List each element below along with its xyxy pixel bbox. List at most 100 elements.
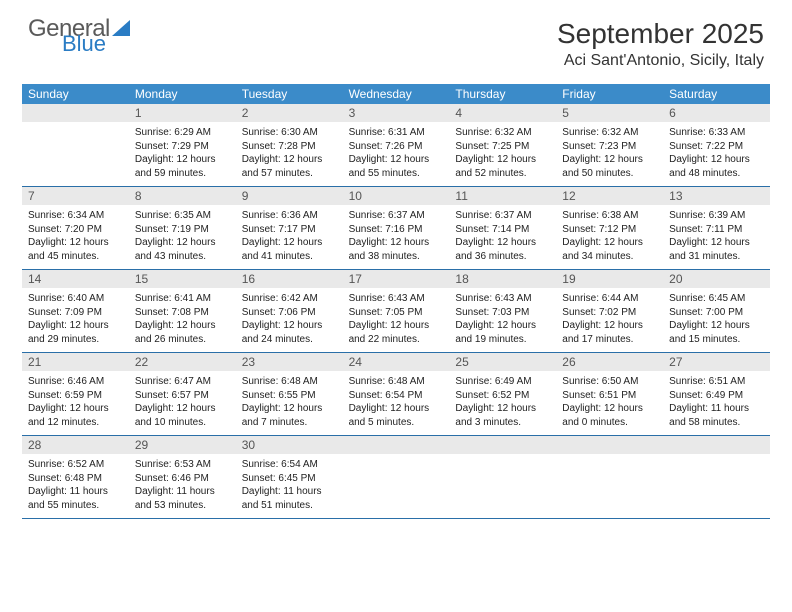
- day-cell: [663, 454, 770, 518]
- sunset-line: Sunset: 7:29 PM: [135, 140, 230, 154]
- day-number: 28: [22, 436, 129, 454]
- week-row: 123456 Sunrise: 6:29 AMSunset: 7:29 PM Day…: [22, 104, 770, 187]
- daylight-line: Daylight: 12 hours and 38 minutes.: [349, 236, 444, 263]
- daylight-line: Daylight: 12 hours and 41 minutes.: [242, 236, 337, 263]
- sunrise-line: Sunrise: 6:36 AM: [242, 209, 337, 223]
- sunrise-line: Sunrise: 6:41 AM: [135, 292, 230, 306]
- daylight-line: Daylight: 12 hours and 29 minutes.: [28, 319, 123, 346]
- sunrise-line: Sunrise: 6:33 AM: [669, 126, 764, 140]
- sunrise-line: Sunrise: 6:48 AM: [242, 375, 337, 389]
- day-cell: Sunrise: 6:48 AMSunset: 6:55 PMDaylight:…: [236, 371, 343, 435]
- daylight-line: Daylight: 12 hours and 34 minutes.: [562, 236, 657, 263]
- daylight-line: Daylight: 12 hours and 10 minutes.: [135, 402, 230, 429]
- daylight-line: Daylight: 12 hours and 7 minutes.: [242, 402, 337, 429]
- day-number: 1: [129, 104, 236, 122]
- sunrise-line: Sunrise: 6:31 AM: [349, 126, 444, 140]
- calendar: SundayMondayTuesdayWednesdayThursdayFrid…: [22, 84, 770, 519]
- day-number: 16: [236, 270, 343, 288]
- sunset-line: Sunset: 6:46 PM: [135, 472, 230, 486]
- day-number: 21: [22, 353, 129, 371]
- day-info-row: Sunrise: 6:40 AMSunset: 7:09 PMDaylight:…: [22, 288, 770, 352]
- day-info-row: Sunrise: 6:34 AMSunset: 7:20 PMDaylight:…: [22, 205, 770, 269]
- sunset-line: Sunset: 7:26 PM: [349, 140, 444, 154]
- daylight-line: Daylight: 12 hours and 5 minutes.: [349, 402, 444, 429]
- daylight-line: Daylight: 11 hours and 53 minutes.: [135, 485, 230, 512]
- daylight-line: Daylight: 11 hours and 58 minutes.: [669, 402, 764, 429]
- sunrise-line: Sunrise: 6:43 AM: [455, 292, 550, 306]
- sunrise-line: Sunrise: 6:43 AM: [349, 292, 444, 306]
- sunrise-line: Sunrise: 6:29 AM: [135, 126, 230, 140]
- daylight-line: Daylight: 12 hours and 55 minutes.: [349, 153, 444, 180]
- logo-text-blue: Blue: [62, 34, 130, 54]
- dow-cell: Friday: [556, 84, 663, 104]
- sunset-line: Sunset: 7:06 PM: [242, 306, 337, 320]
- sunrise-line: Sunrise: 6:37 AM: [349, 209, 444, 223]
- day-number: 10: [343, 187, 450, 205]
- day-number: 26: [556, 353, 663, 371]
- week-row: 21222324252627Sunrise: 6:46 AMSunset: 6:…: [22, 353, 770, 436]
- days-of-week-row: SundayMondayTuesdayWednesdayThursdayFrid…: [22, 84, 770, 104]
- daylight-line: Daylight: 12 hours and 52 minutes.: [455, 153, 550, 180]
- sunrise-line: Sunrise: 6:37 AM: [455, 209, 550, 223]
- day-cell: Sunrise: 6:41 AMSunset: 7:08 PMDaylight:…: [129, 288, 236, 352]
- sunrise-line: Sunrise: 6:35 AM: [135, 209, 230, 223]
- sunset-line: Sunset: 7:19 PM: [135, 223, 230, 237]
- sunset-line: Sunset: 6:51 PM: [562, 389, 657, 403]
- day-number-band-row: 123456: [22, 104, 770, 122]
- day-number: 11: [449, 187, 556, 205]
- day-cell: Sunrise: 6:33 AMSunset: 7:22 PMDaylight:…: [663, 122, 770, 186]
- day-number: 5: [556, 104, 663, 122]
- day-number: [663, 436, 770, 454]
- day-cell: Sunrise: 6:50 AMSunset: 6:51 PMDaylight:…: [556, 371, 663, 435]
- day-cell: Sunrise: 6:53 AMSunset: 6:46 PMDaylight:…: [129, 454, 236, 518]
- dow-cell: Tuesday: [236, 84, 343, 104]
- daylight-line: Daylight: 12 hours and 57 minutes.: [242, 153, 337, 180]
- sunset-line: Sunset: 7:00 PM: [669, 306, 764, 320]
- day-number: 29: [129, 436, 236, 454]
- sunset-line: Sunset: 7:03 PM: [455, 306, 550, 320]
- sunset-line: Sunset: 6:52 PM: [455, 389, 550, 403]
- daylight-line: Daylight: 12 hours and 36 minutes.: [455, 236, 550, 263]
- daylight-line: Daylight: 12 hours and 19 minutes.: [455, 319, 550, 346]
- daylight-line: Daylight: 12 hours and 0 minutes.: [562, 402, 657, 429]
- day-number: 30: [236, 436, 343, 454]
- day-cell: Sunrise: 6:32 AMSunset: 7:25 PMDaylight:…: [449, 122, 556, 186]
- sunset-line: Sunset: 7:20 PM: [28, 223, 123, 237]
- sunset-line: Sunset: 7:05 PM: [349, 306, 444, 320]
- day-cell: [556, 454, 663, 518]
- sunset-line: Sunset: 7:11 PM: [669, 223, 764, 237]
- day-cell: Sunrise: 6:37 AMSunset: 7:14 PMDaylight:…: [449, 205, 556, 269]
- weeks-container: 123456 Sunrise: 6:29 AMSunset: 7:29 PM Day…: [22, 104, 770, 519]
- daylight-line: Daylight: 12 hours and 31 minutes.: [669, 236, 764, 263]
- sunrise-line: Sunrise: 6:52 AM: [28, 458, 123, 472]
- day-number: 13: [663, 187, 770, 205]
- day-number: 8: [129, 187, 236, 205]
- day-number: 4: [449, 104, 556, 122]
- sunset-line: Sunset: 7:09 PM: [28, 306, 123, 320]
- day-cell: Sunrise: 6:46 AMSunset: 6:59 PMDaylight:…: [22, 371, 129, 435]
- day-number: [22, 104, 129, 122]
- sunrise-line: Sunrise: 6:42 AM: [242, 292, 337, 306]
- daylight-line: Daylight: 12 hours and 3 minutes.: [455, 402, 550, 429]
- sunrise-line: Sunrise: 6:49 AM: [455, 375, 550, 389]
- sunrise-line: Sunrise: 6:32 AM: [455, 126, 550, 140]
- sunset-line: Sunset: 7:25 PM: [455, 140, 550, 154]
- day-number: 3: [343, 104, 450, 122]
- day-cell: Sunrise: 6:38 AMSunset: 7:12 PMDaylight:…: [556, 205, 663, 269]
- day-cell: Sunrise: 6:42 AMSunset: 7:06 PMDaylight:…: [236, 288, 343, 352]
- sunrise-line: Sunrise: 6:50 AM: [562, 375, 657, 389]
- day-cell: Sunrise: 6:48 AMSunset: 6:54 PMDaylight:…: [343, 371, 450, 435]
- header: General Blue September 2025 Aci Sant'Ant…: [0, 0, 792, 78]
- sunrise-line: Sunrise: 6:30 AM: [242, 126, 337, 140]
- day-number: 15: [129, 270, 236, 288]
- day-number-band-row: 78910111213: [22, 187, 770, 205]
- sunset-line: Sunset: 7:16 PM: [349, 223, 444, 237]
- day-cell: Sunrise: 6:43 AMSunset: 7:03 PMDaylight:…: [449, 288, 556, 352]
- day-cell: Sunrise: 6:35 AMSunset: 7:19 PMDaylight:…: [129, 205, 236, 269]
- day-cell: Sunrise: 6:39 AMSunset: 7:11 PMDaylight:…: [663, 205, 770, 269]
- day-cell: [22, 122, 129, 186]
- sunrise-line: Sunrise: 6:51 AM: [669, 375, 764, 389]
- daylight-line: Daylight: 11 hours and 51 minutes.: [242, 485, 337, 512]
- daylight-line: Daylight: 12 hours and 17 minutes.: [562, 319, 657, 346]
- dow-cell: Saturday: [663, 84, 770, 104]
